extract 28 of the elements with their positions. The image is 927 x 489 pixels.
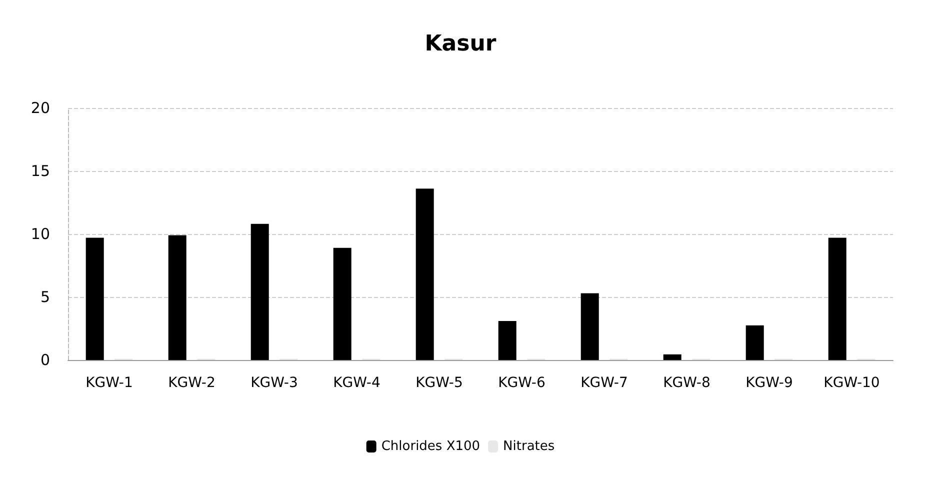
x-tick-label: KGW-1 bbox=[86, 375, 133, 391]
bar bbox=[828, 238, 846, 360]
bar bbox=[168, 235, 186, 360]
x-tick-label: KGW-6 bbox=[498, 375, 546, 391]
bar bbox=[498, 320, 516, 360]
y-tick-label: 5 bbox=[40, 288, 50, 306]
bar bbox=[333, 248, 352, 360]
y-tick-label: 0 bbox=[40, 351, 50, 369]
x-tick-label: KGW-7 bbox=[580, 375, 628, 391]
bar bbox=[86, 238, 104, 360]
bar bbox=[416, 188, 434, 360]
chart-title: Kasur bbox=[424, 32, 496, 56]
y-tick-label: 20 bbox=[30, 99, 50, 117]
x-tick-label: KGW-2 bbox=[168, 375, 216, 391]
x-tick-label: KGW-10 bbox=[824, 375, 880, 391]
legend-label: Nitrates bbox=[503, 439, 555, 454]
x-tick-label: KGW-8 bbox=[663, 375, 710, 391]
x-tick-label: KGW-5 bbox=[416, 375, 463, 391]
legend-label: Chlorides X100 bbox=[381, 439, 480, 454]
x-tick-label: KGW-9 bbox=[746, 375, 793, 391]
x-tick-label: KGW-3 bbox=[250, 375, 298, 391]
y-tick-label: 15 bbox=[30, 162, 50, 180]
y-tick-label: 10 bbox=[30, 225, 50, 243]
x-tick-label: KGW-4 bbox=[333, 375, 380, 391]
bar bbox=[580, 293, 599, 360]
bar bbox=[250, 224, 269, 360]
bar bbox=[663, 354, 682, 360]
bar bbox=[746, 325, 764, 360]
